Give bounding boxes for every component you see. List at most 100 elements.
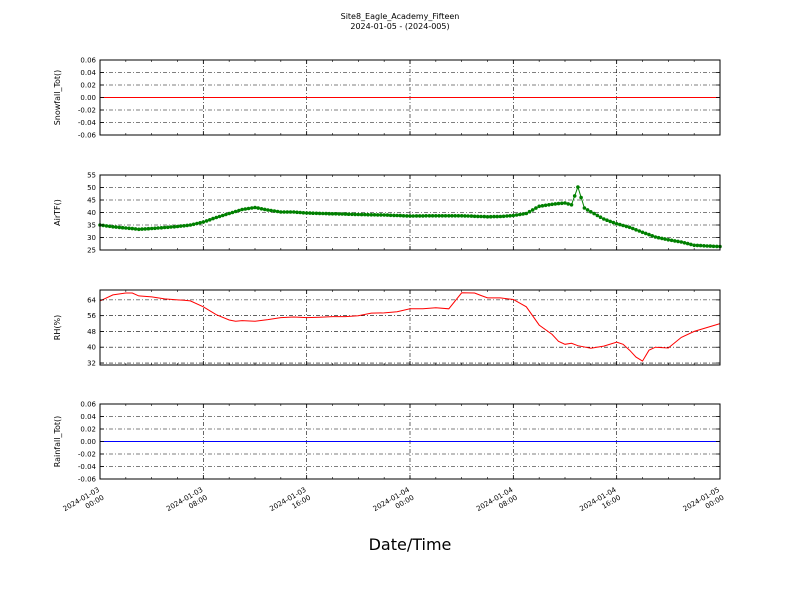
data-point	[421, 214, 425, 218]
data-point	[569, 203, 574, 207]
data-point	[434, 214, 438, 218]
data-point	[343, 212, 348, 216]
data-point	[172, 225, 177, 229]
data-point	[104, 224, 109, 228]
y-tick-label: 0.06	[80, 57, 96, 65]
y-tick-label: 50	[87, 184, 96, 192]
data-point	[488, 214, 493, 219]
data-point	[279, 210, 283, 214]
data-point	[346, 212, 351, 216]
data-point	[359, 212, 364, 217]
data-point	[330, 212, 335, 216]
x-tick-label: 2024-01-0308:00	[165, 486, 209, 521]
y-tick-label: 32	[87, 360, 96, 368]
data-point	[598, 215, 603, 219]
data-point	[137, 227, 141, 232]
data-point	[253, 205, 257, 210]
data-point	[592, 211, 596, 216]
data-point	[414, 214, 419, 218]
data-point	[379, 213, 383, 217]
data-point	[663, 237, 667, 241]
data-point	[182, 224, 186, 228]
data-point	[498, 214, 503, 219]
data-point	[256, 206, 261, 210]
data-point	[195, 221, 199, 226]
series-line	[99, 292, 721, 362]
x-tick-label: 2024-01-0300:00	[62, 486, 106, 521]
data-point	[282, 210, 286, 214]
data-point	[398, 213, 403, 218]
data-point	[366, 212, 370, 217]
data-point	[350, 212, 354, 217]
data-point	[324, 211, 328, 216]
data-point	[321, 211, 325, 216]
data-point	[543, 203, 548, 208]
data-point	[214, 215, 219, 220]
chart-panel-3: 64 56 48 40 32 RH(%)	[53, 289, 721, 368]
data-point	[711, 244, 716, 249]
data-point	[311, 211, 315, 215]
data-point	[582, 206, 587, 210]
y-axis-label: Snowfall_Tot()	[53, 70, 62, 126]
data-point	[553, 202, 558, 206]
data-point	[560, 201, 564, 206]
data-point	[417, 214, 422, 218]
data-point	[308, 211, 312, 215]
data-point	[572, 194, 577, 198]
data-point	[479, 214, 483, 219]
chart-panel-1: 0.06 0.04 0.02 0.00 -0.02 -0.04 -0.06 Snowfall_…	[53, 57, 721, 140]
data-point	[120, 225, 125, 230]
data-point	[133, 227, 138, 231]
data-point	[269, 208, 273, 213]
x-tick-label: 2024-01-0316:00	[268, 486, 312, 521]
data-point	[356, 212, 361, 217]
y-tick-label: -0.04	[78, 463, 97, 471]
data-point	[295, 210, 299, 215]
data-point	[375, 213, 380, 217]
data-point	[369, 213, 374, 217]
y-axis-label: Rainfall_Tot()	[53, 416, 62, 468]
y-tick-label: -0.02	[78, 451, 96, 459]
data-point	[401, 214, 406, 218]
data-point	[385, 213, 390, 217]
data-point	[392, 213, 396, 218]
data-point	[201, 220, 206, 224]
data-point	[166, 225, 170, 230]
data-point	[353, 212, 357, 217]
data-point	[363, 212, 367, 217]
data-point	[492, 214, 496, 219]
y-axis-label: AirTF()	[53, 199, 62, 226]
data-point	[708, 244, 713, 248]
data-point	[660, 236, 664, 241]
y-tick-label: 40	[87, 344, 96, 352]
data-point	[227, 211, 231, 216]
x-tick-label: 2024-01-0400:00	[372, 486, 416, 521]
data-point	[537, 204, 541, 209]
data-point	[676, 239, 680, 244]
y-tick-label: -0.06	[78, 132, 97, 140]
data-point	[437, 214, 441, 218]
data-point	[395, 213, 399, 218]
data-point	[333, 212, 338, 216]
chart-panel-4: 0.06 0.04 0.02 0.00 -0.02 -0.04 -0.06 Rainfall_…	[53, 401, 721, 484]
data-point	[266, 208, 270, 212]
data-point	[169, 225, 173, 229]
y-tick-label: 64	[87, 296, 96, 304]
data-point	[563, 201, 567, 205]
data-point	[540, 204, 545, 208]
y-tick-label: 56	[87, 312, 96, 320]
data-point	[178, 224, 183, 228]
data-point	[124, 226, 128, 230]
data-point	[405, 214, 409, 218]
data-point	[647, 232, 651, 237]
data-point	[424, 214, 428, 218]
data-point	[679, 240, 684, 244]
data-point	[469, 214, 474, 218]
data-point	[208, 218, 212, 222]
data-point	[230, 210, 235, 215]
data-point	[673, 239, 677, 243]
data-point	[117, 225, 122, 230]
y-tick-label: 45	[87, 197, 96, 205]
data-point	[162, 225, 167, 230]
